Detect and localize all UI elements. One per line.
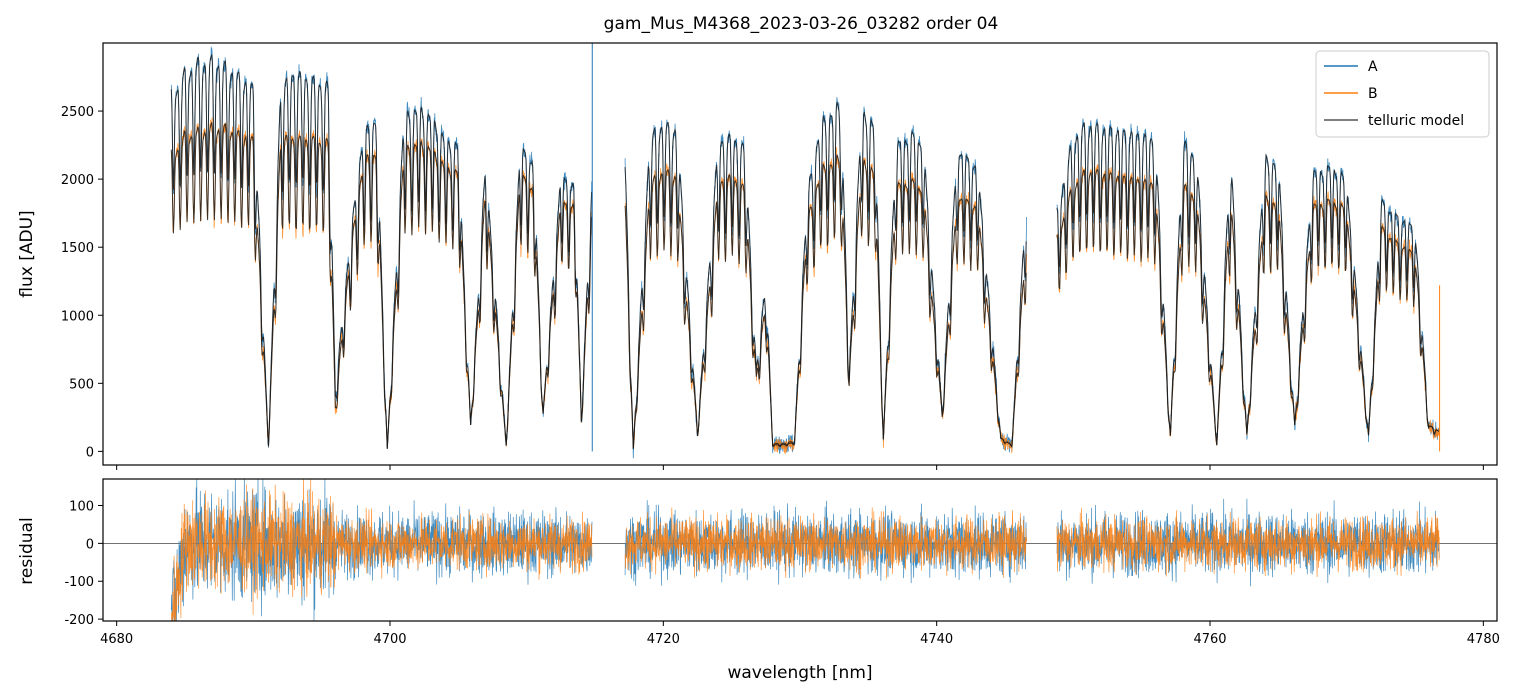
x-tick-label: 4760 [1193, 632, 1226, 647]
flux-y-tick-label: 2500 [61, 105, 94, 120]
flux-y-tick-label: 1500 [61, 241, 94, 256]
legend-label-b: B [1368, 86, 1378, 102]
flux-panel-frame [102, 42, 1498, 466]
residual-y-tick-label: 0 [86, 537, 94, 552]
residual-series-b-line [171, 479, 1440, 621]
residual-y-axis-label: residual [17, 517, 37, 584]
residual-y-tick-label: 100 [69, 500, 94, 515]
x-tick-label: 4740 [920, 632, 953, 647]
legend-label-telluric: telluric model [1368, 113, 1464, 129]
flux-y-tick-label: 2000 [61, 173, 94, 188]
x-axis-label: wavelength [nm] [727, 663, 872, 683]
residual-panel: -200 -100 0 100 4680 4700 4720 4740 4760 4780 re… [17, 478, 1500, 683]
x-tick-label: 4780 [1467, 632, 1500, 647]
flux-y-tick-label: 1000 [61, 309, 94, 324]
x-tick-label: 4700 [373, 632, 406, 647]
residual-panel-frame [102, 478, 1498, 622]
legend-frame [1315, 50, 1490, 138]
chart-title: gam_Mus_M4368_2023-03-26_03282 order 04 [604, 14, 999, 34]
x-tick-label: 4720 [647, 632, 680, 647]
legend: A B telluric model [1315, 50, 1490, 138]
flux-panel: 0 500 1000 1500 2000 2500 flux [ADU] A B tell… [17, 42, 1498, 470]
legend-label-a: A [1368, 59, 1378, 75]
flux-y-tick-label: 0 [86, 445, 94, 460]
telluric-model-line-b [170, 122, 1440, 449]
residual-y-tick-label: -100 [64, 575, 94, 590]
flux-y-axis-label: flux [ADU] [17, 210, 37, 297]
flux-y-tick-label: 500 [69, 377, 94, 392]
residual-y-tick-label: -200 [64, 613, 94, 628]
x-tick-label: 4680 [100, 632, 133, 647]
